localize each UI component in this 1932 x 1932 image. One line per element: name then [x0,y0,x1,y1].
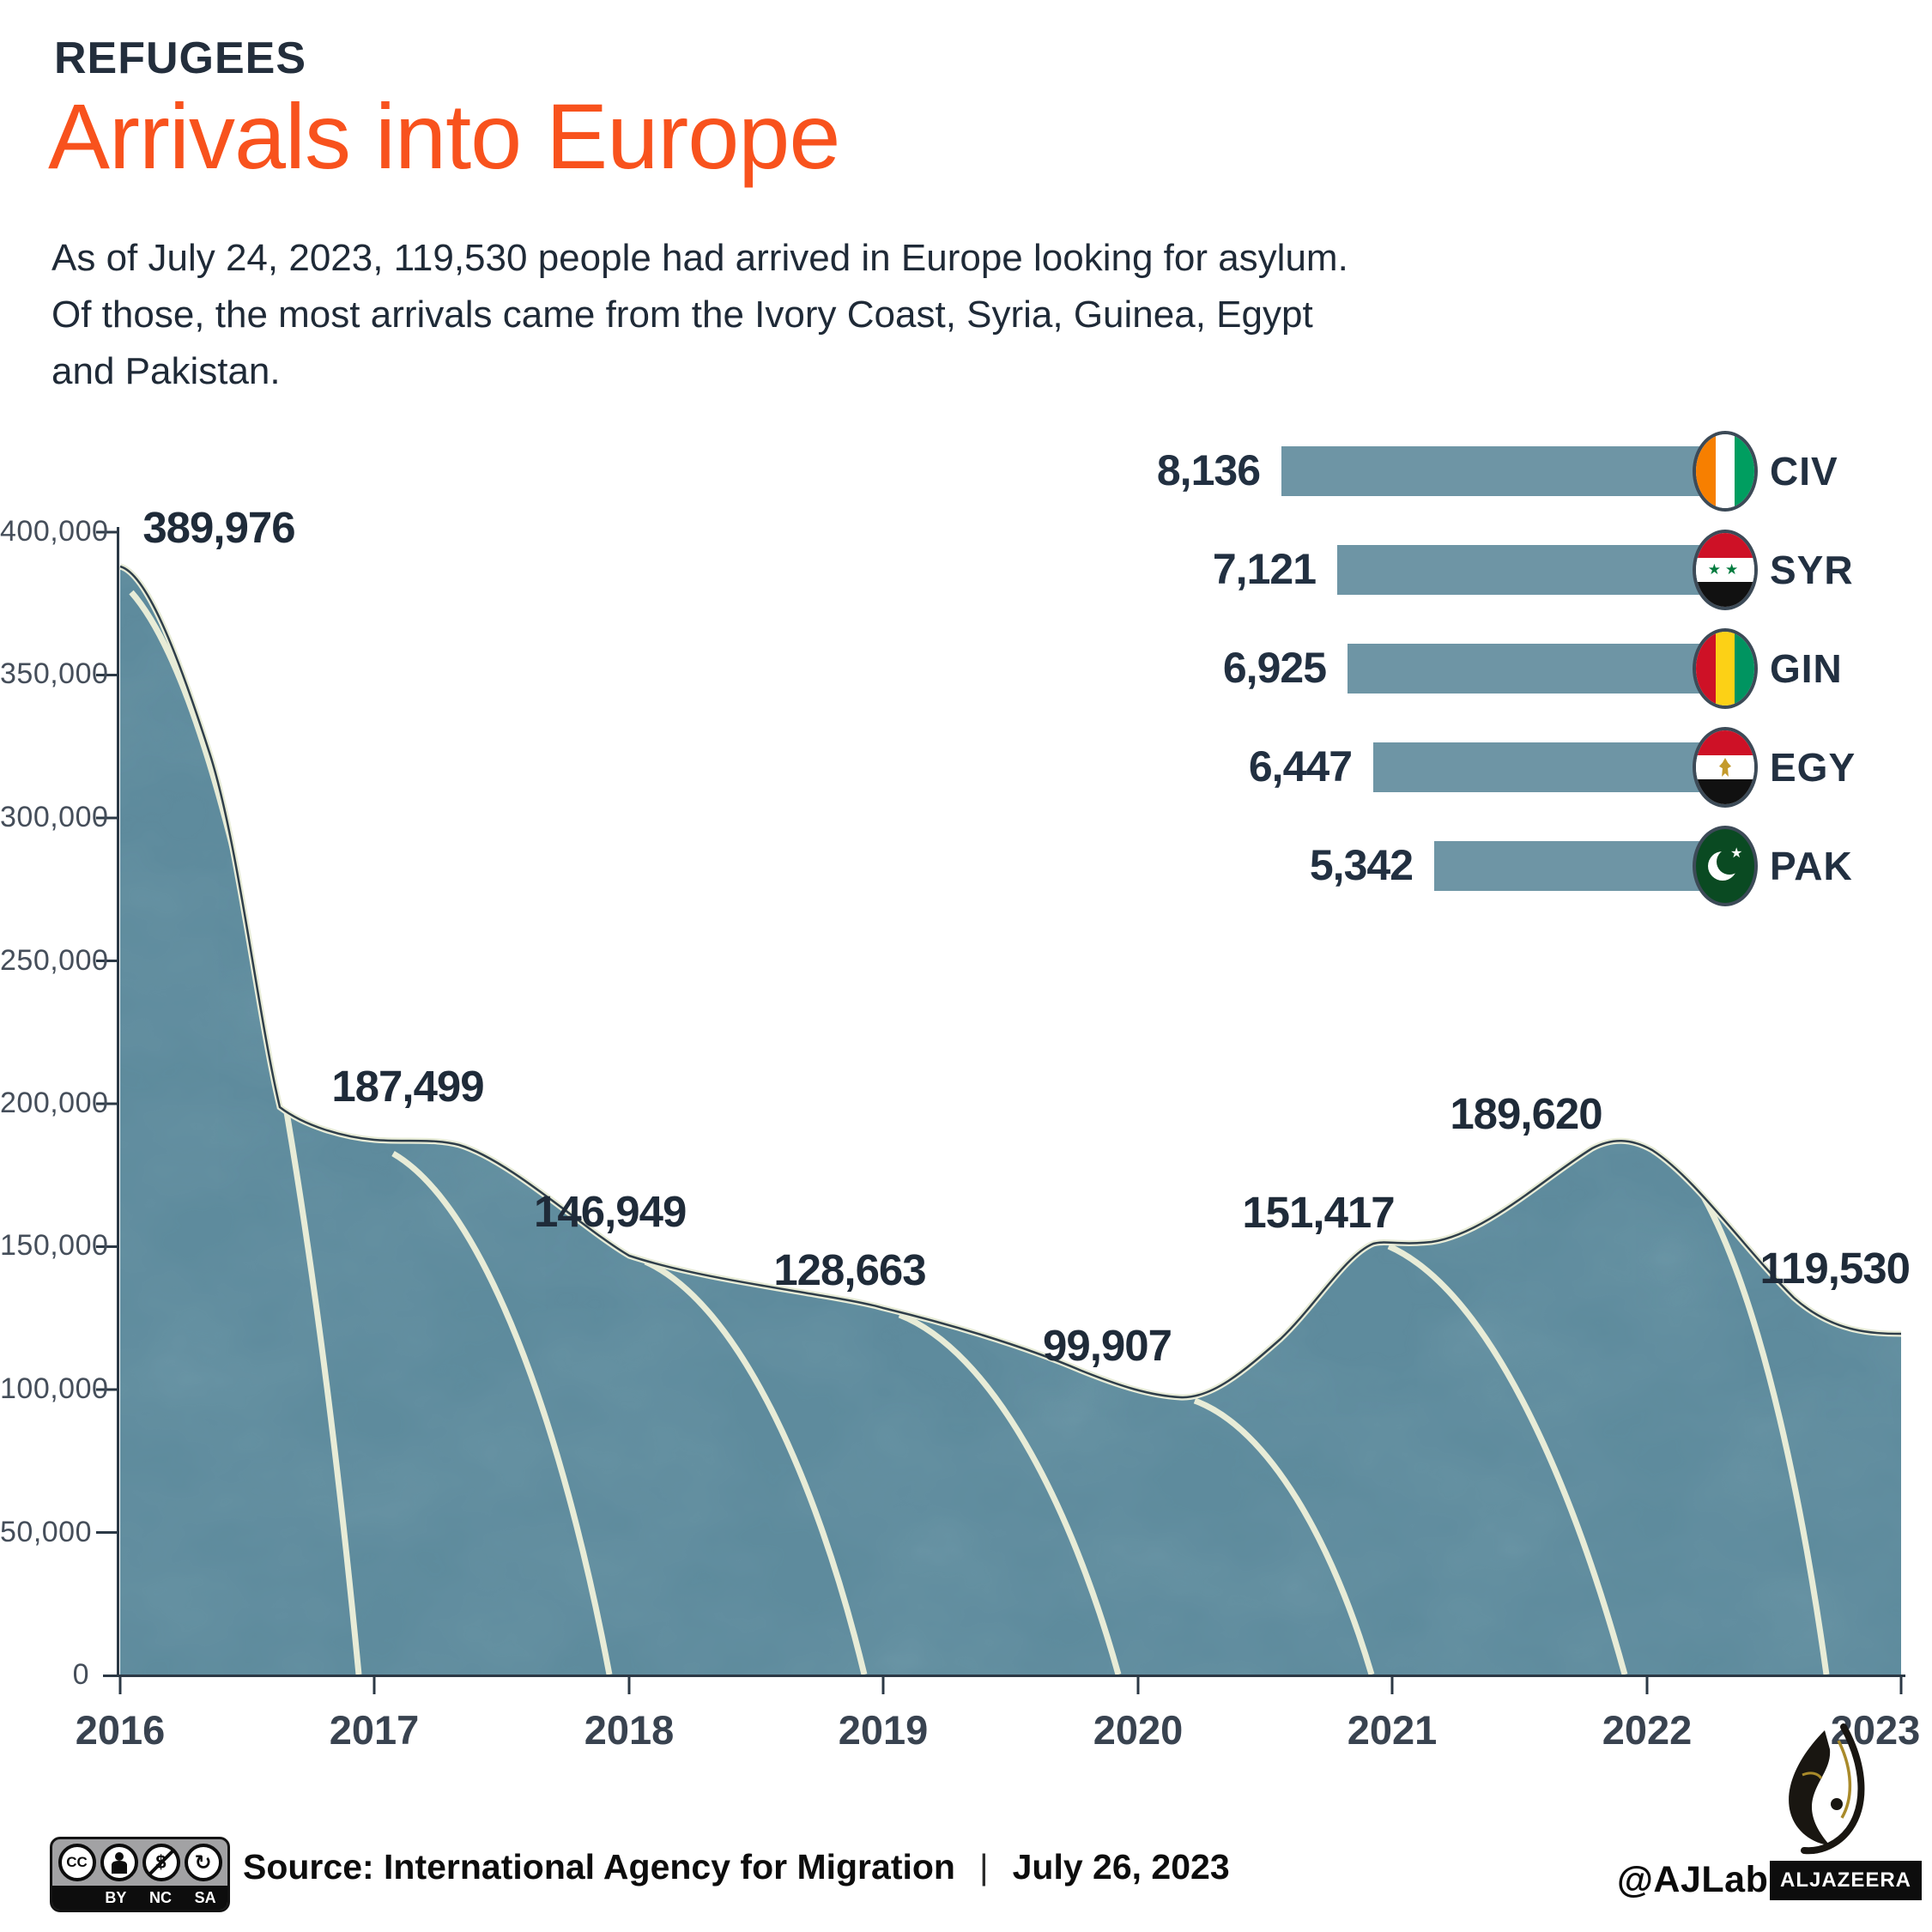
x-tick-label: 2016 [75,1707,166,1753]
value-annotation: 187,499 [331,1062,484,1111]
pak-flag-star: ★ [1730,846,1743,861]
y-tick-label: 0 [72,1658,89,1691]
source-date: July 26, 2023 [1012,1847,1230,1887]
source-text: Source: International Agency for Migrati… [243,1847,955,1887]
bar-value: 6,925 [1222,643,1327,692]
cc-license-badge: CC $ ↻ BY NC SA [50,1837,230,1912]
egy-flag-eagle [1719,758,1731,777]
subtitle: As of July 24, 2023, 119,530 people had … [51,237,1348,392]
kicker: REFUGEES [54,33,307,83]
y-tick-label: 150,000 [0,1229,109,1262]
egy-flag-white [1696,754,1754,780]
cc-by-person-icon [100,1844,138,1881]
civ-flag-icon [1693,431,1758,512]
cc-nc-label: NC [149,1888,172,1906]
x-tick-label: 2022 [1602,1707,1693,1753]
bar [1348,644,1725,693]
axes [96,527,1905,1694]
x-tick-label: 2019 [838,1707,929,1753]
pak-flag-icon: ★ [1693,826,1758,906]
cc-nc-icon: $ [142,1844,180,1881]
area-top-edge-line [119,565,1902,1399]
gin-flag-green [1735,632,1754,706]
y-tick-label: 200,000 [0,1087,109,1119]
bar-row-civ: 8,136 CIV [0,431,1932,512]
x-tick-label: 2020 [1093,1707,1184,1753]
bar [1434,841,1725,891]
cc-icon: CC [58,1844,96,1881]
y-tick-label: 400,000 [0,515,109,548]
cc-by-label: BY [105,1888,127,1906]
syr-flag-white: ★★ [1696,557,1754,583]
value-annotation: 189,620 [1450,1089,1602,1138]
y-tick-label: 250,000 [0,944,109,977]
source-line: Source: International Agency for Migrati… [243,1847,1230,1887]
bar-value: 7,121 [1212,544,1317,593]
syr-flag-icon: ★★ [1693,530,1758,610]
country-code: EGY [1770,745,1856,790]
civ-flag-white [1715,434,1735,508]
x-tick-label: 2017 [329,1707,420,1753]
cc-sa-icon: ↻ [184,1844,222,1881]
y-tick-label: 50,000 [0,1516,92,1548]
year-wave-lines [129,590,1830,1675]
gin-flag-red [1696,632,1716,706]
source-divider: | [978,1847,989,1887]
value-annotation: 151,417 [1242,1188,1395,1237]
value-annotation: 146,949 [534,1187,687,1236]
pak-flag-crescent-inner [1717,849,1742,875]
country-code: PAK [1770,844,1853,888]
y-tick-label: 300,000 [0,801,109,833]
bar-row-egy: 6,447 EGY [0,727,1932,808]
gin-flag-icon [1693,628,1758,709]
value-annotation: 128,663 [773,1245,926,1294]
x-tick-label: 2018 [584,1707,675,1753]
bar [1373,742,1725,792]
egy-flag-icon [1693,727,1758,808]
value-annotation: 119,530 [1759,1244,1911,1293]
bar-value: 8,136 [1156,445,1261,494]
x-tick-label: 2021 [1347,1707,1438,1753]
al-jazeera-wordmark: ALJAZEERA [1770,1861,1923,1900]
bar [1281,446,1725,496]
bar-row-gin: 6,925 GIN [0,628,1932,709]
page-title: Arrivals into Europe [48,84,840,188]
bar [1337,545,1725,595]
civ-flag-orange [1696,434,1716,508]
syr-flag-stars: ★★ [1707,561,1743,578]
gin-flag-yellow [1715,632,1735,706]
cc-sa-label: SA [194,1888,216,1906]
y-tick-label: 100,000 [0,1372,109,1405]
value-annotation: 99,907 [1043,1321,1172,1370]
country-code: CIV [1770,449,1838,494]
value-annotation: 389,976 [142,503,295,552]
country-code: GIN [1770,646,1843,691]
bar-value: 5,342 [1309,840,1414,889]
bar-row-syr: 7,121 ★★ SYR [0,530,1932,610]
civ-flag-green [1735,434,1754,508]
country-code: SYR [1770,548,1854,592]
al-jazeera-logo-icon [1789,1723,1865,1855]
ajlabs-credit: @AJLabs [1617,1859,1790,1900]
bar-value: 6,447 [1248,742,1353,790]
bar-row-pak: 5,342 ★ PAK [0,826,1932,906]
cc-license-icons: CC $ ↻ [52,1839,227,1881]
cc-license-labels: BY NC SA [52,1886,227,1910]
